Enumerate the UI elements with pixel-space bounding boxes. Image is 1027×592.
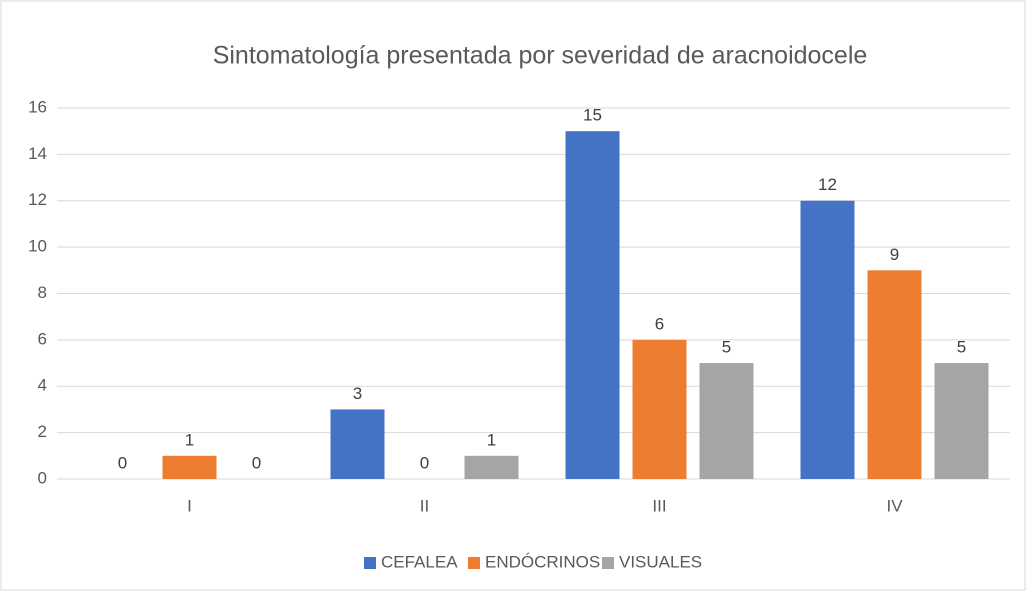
y-tick-label: 0 — [38, 468, 47, 487]
data-label: 3 — [353, 384, 362, 403]
data-label: 1 — [185, 430, 194, 449]
data-label: 0 — [118, 453, 127, 472]
data-label: 0 — [252, 453, 261, 472]
y-tick-label: 6 — [38, 329, 47, 348]
data-label: 6 — [655, 314, 664, 333]
data-label: 0 — [420, 453, 429, 472]
bar — [565, 131, 620, 479]
x-tick-label: I — [187, 496, 192, 515]
chart-title: Sintomatología presentada por severidad … — [213, 42, 868, 70]
bar — [464, 455, 519, 479]
y-tick-label: 4 — [38, 376, 47, 395]
bar — [162, 455, 217, 479]
x-tick-label: II — [420, 496, 429, 515]
data-label: 15 — [583, 106, 602, 125]
data-label: 5 — [722, 338, 731, 357]
bar — [699, 363, 754, 479]
legend-label: VISUALES — [619, 552, 702, 571]
legend-label: CEFALEA — [381, 552, 458, 571]
data-label: 12 — [818, 175, 837, 194]
x-tick-label: III — [652, 496, 666, 515]
bar — [867, 270, 922, 479]
y-tick-label: 16 — [28, 97, 47, 116]
bar — [330, 409, 385, 479]
bar — [934, 363, 989, 479]
bar — [800, 200, 855, 479]
legend-label: ENDÓCRINOS — [485, 552, 600, 571]
y-tick-label: 12 — [28, 190, 47, 209]
data-label: 1 — [487, 430, 496, 449]
y-tick-label: 8 — [38, 283, 47, 302]
y-tick-label: 14 — [28, 144, 47, 163]
legend-swatch — [468, 557, 480, 569]
y-tick-label: 10 — [28, 237, 47, 256]
data-label: 9 — [890, 245, 899, 264]
x-tick-label: IV — [886, 496, 903, 515]
legend-swatch — [602, 557, 614, 569]
bar — [632, 339, 687, 479]
data-label: 5 — [957, 338, 966, 357]
y-tick-label: 2 — [38, 422, 47, 441]
legend-swatch — [364, 557, 376, 569]
